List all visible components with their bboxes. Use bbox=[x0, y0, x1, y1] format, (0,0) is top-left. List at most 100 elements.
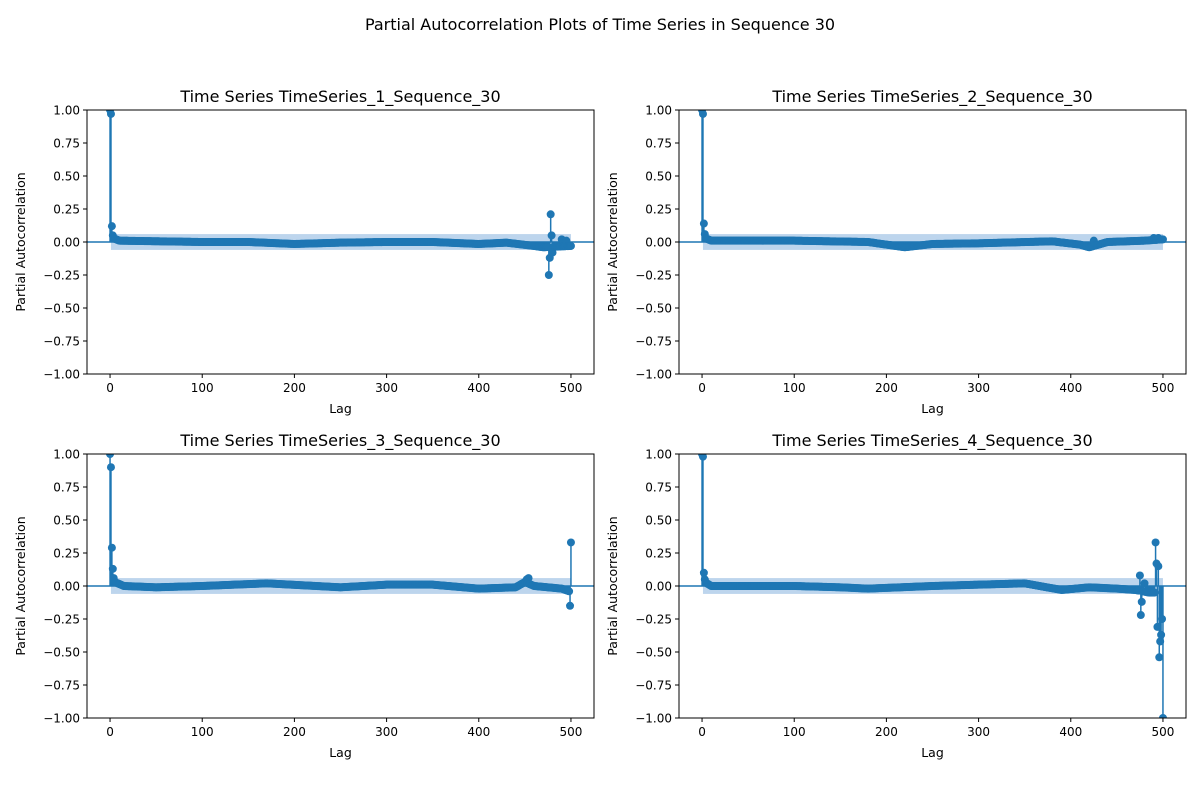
x-tick-label: 200 bbox=[875, 381, 898, 395]
y-tick-label: −0.50 bbox=[635, 646, 672, 660]
y-tick-label: −0.25 bbox=[635, 269, 672, 283]
y-tick-label: 0.00 bbox=[53, 580, 80, 594]
pacf-point bbox=[1158, 235, 1167, 244]
x-axis-label: Lag bbox=[329, 401, 352, 416]
x-axis-label: Lag bbox=[329, 745, 352, 760]
pacf-point bbox=[106, 454, 115, 458]
x-tick-label: 300 bbox=[967, 381, 990, 395]
markers bbox=[106, 454, 575, 610]
pacf-point bbox=[566, 241, 575, 250]
markers bbox=[698, 110, 1167, 252]
y-tick-label: 0.50 bbox=[645, 170, 672, 184]
y-tick-label: 0.75 bbox=[645, 137, 672, 151]
pacf-point bbox=[106, 110, 115, 118]
pacf-point bbox=[566, 601, 575, 610]
subplot-4: 0 100 200 300 400 500 1.00 0.75 0.50 0.25 0.00 −0.2… bbox=[605, 431, 1187, 760]
pacf-point bbox=[1155, 653, 1164, 662]
y-tick-label: −0.75 bbox=[635, 679, 672, 693]
x-tick-label: 0 bbox=[698, 725, 706, 739]
pacf-point bbox=[107, 222, 116, 231]
y-tick-label: 0.75 bbox=[53, 137, 80, 151]
pacf-point bbox=[1157, 630, 1166, 639]
y-tick-label: 1.00 bbox=[53, 448, 80, 462]
subplot-2: 0 100 200 300 400 500 1.00 0.75 0.50 0.25 0.00 −0.2… bbox=[605, 87, 1187, 416]
plot-area bbox=[87, 110, 594, 279]
pacf-point bbox=[1156, 637, 1165, 646]
x-tick-label: 0 bbox=[698, 381, 706, 395]
y-tick-label: −0.50 bbox=[635, 302, 672, 316]
x-tick-label: 0 bbox=[106, 725, 114, 739]
y-tick-label: 1.00 bbox=[645, 448, 672, 462]
y-tick-label: −1.00 bbox=[635, 712, 672, 726]
x-tick-label: 300 bbox=[375, 381, 398, 395]
subplot-3: 0 100 200 300 400 500 1.00 0.75 0.50 0.25 0.00 −0.2… bbox=[13, 431, 595, 760]
markers bbox=[106, 110, 575, 279]
pacf-point bbox=[107, 543, 116, 552]
y-tick-label: −0.75 bbox=[43, 679, 80, 693]
subplot-title: Time Series TimeSeries_2_Sequence_30 bbox=[771, 87, 1092, 107]
y-tick-label: −0.75 bbox=[635, 335, 672, 349]
pacf-point bbox=[1151, 538, 1160, 547]
pacf-point bbox=[699, 568, 708, 577]
y-tick-label: −0.50 bbox=[43, 646, 80, 660]
x-tick-label: 100 bbox=[191, 381, 214, 395]
stems bbox=[109, 110, 572, 275]
plot-area bbox=[679, 110, 1186, 252]
x-ticks: 0 100 200 300 400 500 bbox=[698, 374, 1174, 395]
x-tick-label: 400 bbox=[467, 381, 490, 395]
pacf-point bbox=[699, 219, 708, 228]
x-tick-label: 100 bbox=[191, 725, 214, 739]
y-tick-label: 0.50 bbox=[53, 514, 80, 528]
x-tick-label: 300 bbox=[967, 725, 990, 739]
pacf-point bbox=[1137, 597, 1146, 606]
pacf-point bbox=[106, 463, 115, 472]
y-tick-label: 1.00 bbox=[645, 104, 672, 118]
y-ticks: 1.00 0.75 0.50 0.25 0.00 −0.25 −0.50 −0.75 −1.00 bbox=[635, 448, 679, 726]
pacf-point bbox=[1153, 622, 1162, 631]
x-ticks: 0 100 200 300 400 500 bbox=[698, 718, 1174, 739]
y-tick-label: 0.50 bbox=[53, 170, 80, 184]
x-ticks: 0 100 200 300 400 500 bbox=[106, 718, 582, 739]
x-tick-label: 100 bbox=[783, 381, 806, 395]
y-tick-label: −1.00 bbox=[43, 368, 80, 382]
pacf-point bbox=[546, 210, 555, 219]
y-tick-label: 0.25 bbox=[645, 547, 672, 561]
x-tick-label: 100 bbox=[783, 725, 806, 739]
x-axis-label: Lag bbox=[921, 745, 944, 760]
y-tick-label: 0.75 bbox=[645, 481, 672, 495]
subplot-title: Time Series TimeSeries_4_Sequence_30 bbox=[771, 431, 1092, 451]
x-tick-label: 400 bbox=[467, 725, 490, 739]
pacf-point bbox=[698, 454, 707, 461]
subplot-title: Time Series TimeSeries_1_Sequence_30 bbox=[179, 87, 500, 107]
pacf-point bbox=[698, 110, 707, 118]
pacf-point bbox=[1136, 611, 1145, 620]
y-tick-label: −0.25 bbox=[43, 269, 80, 283]
y-axis-label: Partial Autocorrelation bbox=[605, 172, 620, 311]
x-tick-label: 200 bbox=[283, 725, 306, 739]
y-tick-label: 0.25 bbox=[53, 547, 80, 561]
subplot-1: 0 100 200 300 400 500 1.00 0.75 0.50 0.25 0.00 −0.2… bbox=[13, 87, 595, 416]
y-axis-label: Partial Autocorrelation bbox=[13, 172, 28, 311]
pacf-point bbox=[1135, 571, 1144, 580]
x-tick-label: 500 bbox=[560, 381, 583, 395]
pacf-point bbox=[565, 587, 574, 596]
x-tick-label: 500 bbox=[1152, 725, 1175, 739]
pacf-point bbox=[108, 564, 117, 573]
x-axis-label: Lag bbox=[921, 401, 944, 416]
pacf-point bbox=[547, 231, 556, 240]
x-tick-label: 500 bbox=[560, 725, 583, 739]
pacf-point bbox=[1154, 562, 1163, 571]
pacf-point bbox=[566, 538, 575, 547]
y-tick-label: 1.00 bbox=[53, 104, 80, 118]
x-tick-label: 500 bbox=[1152, 381, 1175, 395]
y-tick-label: −1.00 bbox=[43, 712, 80, 726]
pacf-point bbox=[1150, 588, 1159, 597]
x-tick-label: 400 bbox=[1059, 381, 1082, 395]
y-tick-label: 0.00 bbox=[645, 580, 672, 594]
x-tick-label: 200 bbox=[283, 381, 306, 395]
y-tick-label: −1.00 bbox=[635, 368, 672, 382]
subplot-title: Time Series TimeSeries_3_Sequence_30 bbox=[179, 431, 500, 451]
x-tick-label: 0 bbox=[106, 381, 114, 395]
y-ticks: 1.00 0.75 0.50 0.25 0.00 −0.25 −0.50 −0.75 −1.00 bbox=[635, 104, 679, 382]
